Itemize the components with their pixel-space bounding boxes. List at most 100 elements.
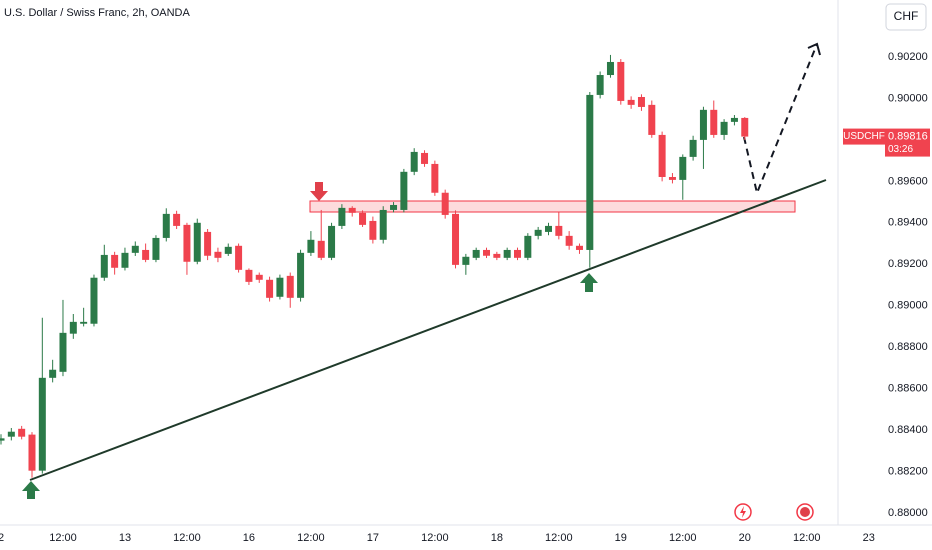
candle-body bbox=[668, 176, 676, 180]
candle-body bbox=[410, 151, 418, 172]
x-tick-label: 18 bbox=[491, 532, 503, 544]
candle-body bbox=[483, 249, 491, 256]
y-tick-label: 0.88400 bbox=[888, 424, 928, 436]
candle-body bbox=[369, 220, 377, 240]
candle-body bbox=[131, 245, 139, 253]
candle-body bbox=[276, 277, 284, 297]
candle-body bbox=[627, 99, 635, 105]
y-tick-label: 0.88600 bbox=[888, 383, 928, 395]
y-tick-label: 0.88000 bbox=[888, 507, 928, 519]
candle-body bbox=[7, 431, 15, 437]
x-tick-label: 12:00 bbox=[669, 532, 697, 544]
candle-body bbox=[689, 139, 697, 157]
price-tag-name-text: USDCHF bbox=[843, 131, 885, 142]
candle-body bbox=[214, 251, 222, 258]
candle-body bbox=[307, 239, 315, 253]
candle-body bbox=[565, 235, 573, 246]
candle-body bbox=[338, 207, 346, 226]
currency-label: CHF bbox=[894, 9, 919, 23]
candle-body bbox=[59, 332, 67, 372]
candle-body bbox=[720, 121, 728, 135]
y-tick-label: 0.89400 bbox=[888, 217, 928, 229]
candle-body bbox=[524, 235, 532, 258]
candle-body bbox=[658, 134, 666, 177]
x-tick-label: 19 bbox=[615, 532, 627, 544]
candle-body bbox=[69, 321, 77, 334]
trend-line bbox=[29, 179, 827, 481]
candle-body bbox=[699, 109, 707, 140]
candle-body bbox=[596, 75, 604, 95]
candle-body bbox=[255, 274, 263, 280]
candle-body bbox=[0, 438, 5, 441]
y-tick-label: 0.89600 bbox=[888, 175, 928, 187]
candle-body bbox=[431, 163, 439, 193]
candle-body bbox=[452, 213, 460, 265]
candle-body bbox=[534, 229, 542, 236]
candle-body bbox=[38, 377, 46, 471]
annotations bbox=[22, 42, 827, 499]
x-tick-label: 13 bbox=[119, 532, 131, 544]
candle-body bbox=[400, 171, 408, 210]
resistance-zone bbox=[309, 200, 796, 213]
candle-body bbox=[348, 207, 356, 213]
price-tag bbox=[885, 128, 930, 157]
candle-body bbox=[18, 428, 26, 437]
candle-body bbox=[503, 249, 511, 258]
candle-body bbox=[245, 269, 253, 282]
candle-body bbox=[80, 321, 88, 324]
candle-body bbox=[493, 253, 501, 258]
candle-body bbox=[193, 222, 201, 262]
x-tick-label: 2 bbox=[0, 532, 4, 544]
candle-body bbox=[648, 104, 656, 135]
candle-body bbox=[173, 213, 181, 226]
candle-body bbox=[111, 254, 119, 268]
price-tag-name bbox=[843, 128, 885, 145]
candle-body bbox=[235, 245, 243, 270]
y-tick-label: 0.89000 bbox=[888, 300, 928, 312]
candle-body bbox=[514, 249, 521, 258]
candle-body bbox=[390, 204, 398, 210]
candle-body bbox=[575, 245, 583, 250]
x-tick-label: 12:00 bbox=[421, 532, 449, 544]
candle-body bbox=[266, 279, 274, 298]
x-tick-label: 20 bbox=[739, 532, 751, 544]
candle-body bbox=[679, 156, 687, 180]
down-arrow bbox=[310, 182, 328, 201]
currency-button[interactable] bbox=[885, 3, 927, 31]
y-tick-label: 0.90200 bbox=[888, 51, 928, 63]
candle-body bbox=[121, 252, 129, 268]
x-tick-label: 12:00 bbox=[297, 532, 325, 544]
up-arrow bbox=[580, 273, 598, 292]
candle-body bbox=[162, 213, 170, 238]
candle-body bbox=[617, 61, 625, 101]
candle-body bbox=[637, 96, 645, 107]
price-tag-value: 0.89816 bbox=[888, 130, 928, 142]
y-tick-label: 0.88800 bbox=[888, 341, 928, 353]
candle-body bbox=[49, 369, 57, 378]
candle-body bbox=[90, 277, 98, 324]
candle-body bbox=[286, 275, 294, 298]
candle-body bbox=[28, 434, 36, 471]
candle-body bbox=[421, 152, 429, 164]
event-icon-glyph bbox=[740, 506, 746, 518]
x-tick-label: 16 bbox=[243, 532, 255, 544]
price-tag-countdown: 03:26 bbox=[888, 144, 913, 155]
y-tick-label: 0.90000 bbox=[888, 92, 928, 104]
candle-body bbox=[152, 237, 160, 260]
candle-body bbox=[328, 225, 336, 258]
candle-body bbox=[710, 109, 718, 135]
candle-body bbox=[297, 252, 305, 298]
x-tick-label: 12:00 bbox=[173, 532, 201, 544]
candle-body bbox=[379, 209, 387, 240]
x-tick-label: 12:00 bbox=[545, 532, 573, 544]
x-tick-label: 12:00 bbox=[49, 532, 77, 544]
candle-body bbox=[555, 225, 563, 236]
y-tick-label: 0.89200 bbox=[888, 258, 928, 270]
candle-body bbox=[462, 256, 470, 265]
candle-body bbox=[741, 117, 749, 137]
x-tick-label: 23 bbox=[863, 532, 875, 544]
candle-body bbox=[142, 249, 150, 260]
up-arrow bbox=[22, 481, 40, 499]
